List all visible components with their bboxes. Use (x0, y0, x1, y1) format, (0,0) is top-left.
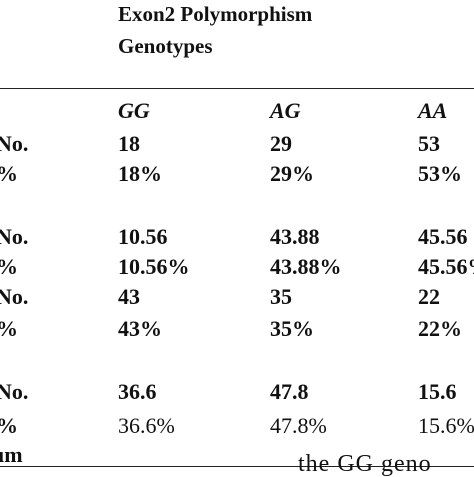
cell: 53% (418, 161, 462, 186)
cell: 47.8% (270, 413, 327, 438)
footer-text: the GG geno (298, 451, 432, 477)
row-label: No. (0, 379, 29, 404)
row-label: % (0, 415, 18, 437)
row-label: % (0, 318, 18, 340)
cell: 43 (118, 284, 140, 309)
row-label: % (0, 256, 18, 278)
cell: 43.88 (270, 224, 320, 249)
row-label: % (0, 163, 18, 185)
rule (0, 88, 474, 89)
cell: 43% (118, 316, 162, 341)
cell: 22% (418, 316, 462, 341)
cell: 10.56 (118, 224, 168, 249)
column-header: GG (118, 98, 150, 123)
cell: 29% (270, 161, 314, 186)
row-label: No. (0, 284, 29, 309)
cell: 15.6% (418, 413, 474, 438)
column-header: AA (418, 98, 448, 123)
cell: 53 (418, 131, 440, 156)
cell: 15.6 (418, 379, 457, 404)
cell: 45.56% (418, 254, 474, 279)
cell: 18 (118, 131, 140, 156)
cell: 10.56% (118, 254, 190, 279)
header-title: Genotypes (118, 34, 213, 58)
cell: 47.8 (270, 379, 309, 404)
footer-text: um (0, 442, 23, 467)
cell: 35 (270, 284, 292, 309)
column-header: AG (270, 98, 301, 123)
cell: 35% (270, 316, 314, 341)
cell: 22 (418, 284, 440, 309)
row-label: No. (0, 224, 29, 249)
cell: 18% (118, 161, 162, 186)
row-label: No. (0, 131, 29, 156)
rule (0, 466, 474, 467)
cell: 45.56 (418, 224, 468, 249)
cell: 29 (270, 131, 292, 156)
header-title: Exon2 Polymorphism (118, 2, 313, 26)
cell: 36.6 (118, 379, 157, 404)
cell: 43.88% (270, 254, 342, 279)
cell: 36.6% (118, 413, 175, 438)
